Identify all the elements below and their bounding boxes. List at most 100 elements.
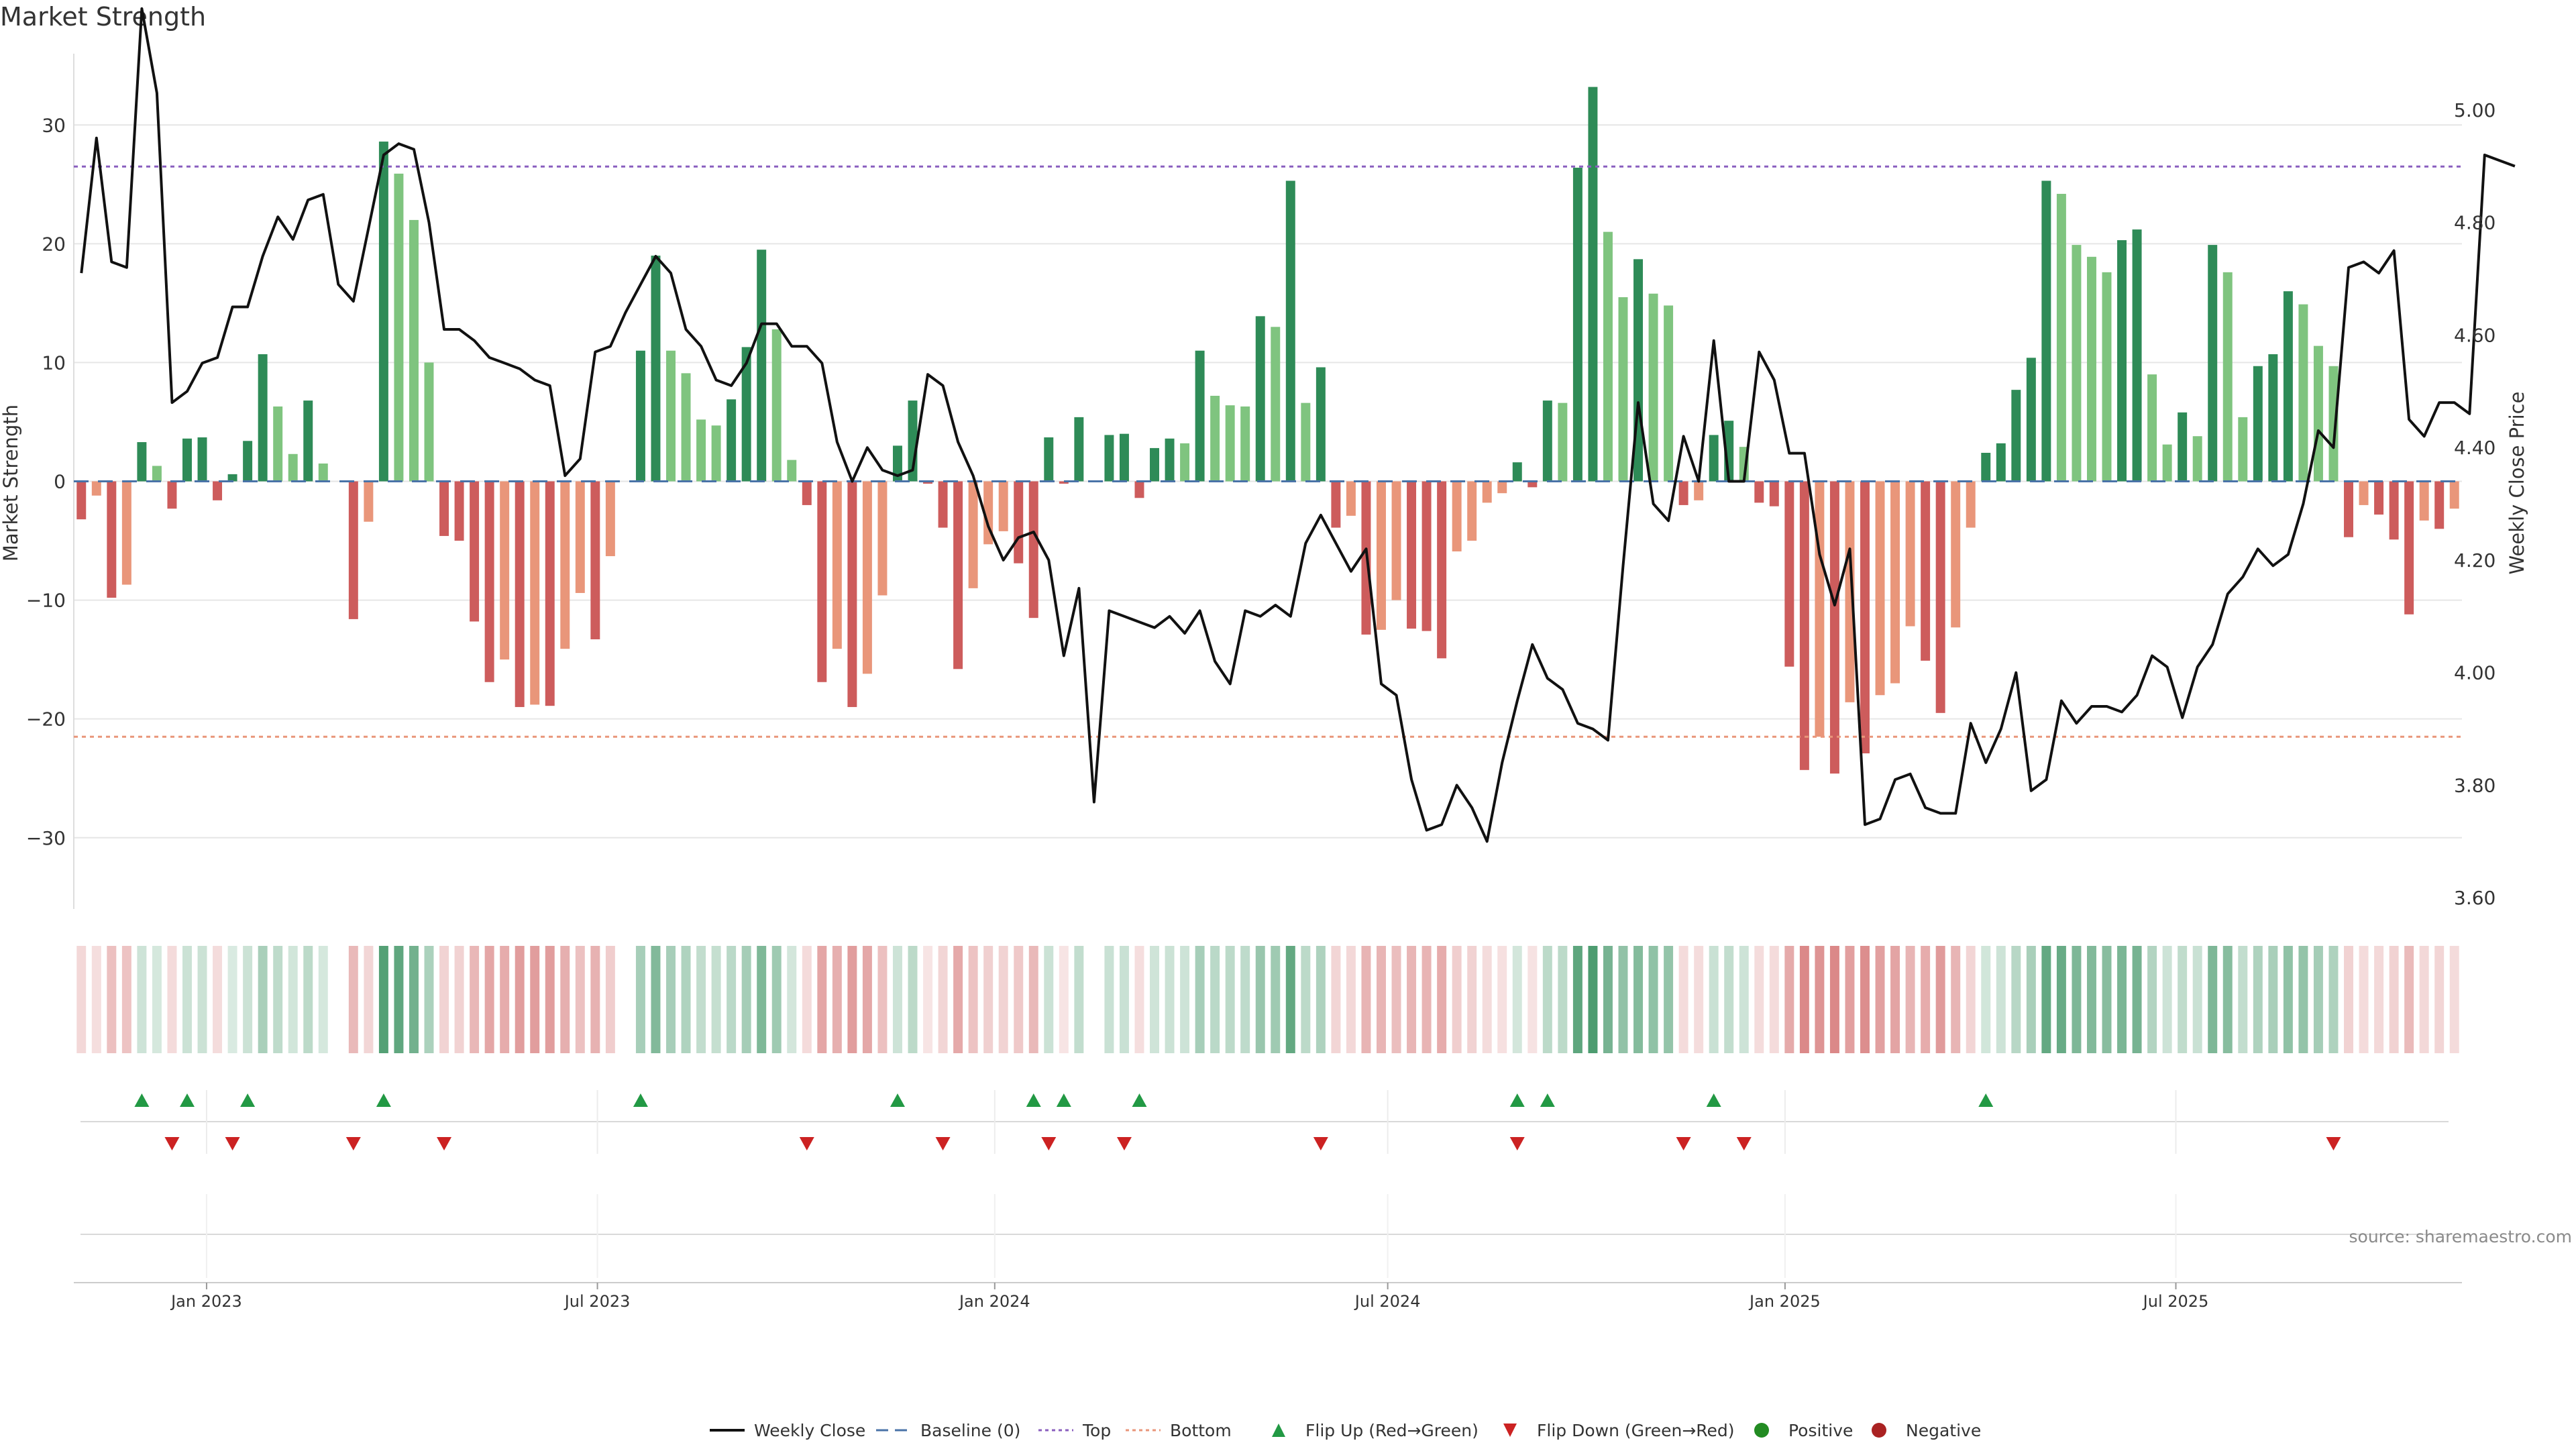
strength-bar (1134, 481, 1144, 498)
heat-cell (741, 946, 751, 1053)
legend: Weekly Close Baseline (0) Top Bottom Flip Up… (710, 1421, 1981, 1440)
heat-cell (1014, 946, 1024, 1053)
left-tick-label: −30 (26, 827, 66, 849)
heat-cell (560, 946, 570, 1053)
heat-cell (877, 946, 888, 1053)
flip-down-marker (935, 1137, 951, 1150)
right-tick-label: 4.60 (2454, 324, 2496, 346)
heat-cell (152, 946, 162, 1053)
strength-bar (1981, 453, 1991, 482)
strength-bar (560, 481, 570, 649)
strength-bar (1754, 481, 1764, 503)
heat-cell (1210, 946, 1220, 1053)
heat-cell (2359, 946, 2369, 1053)
heat-cell (2389, 946, 2399, 1053)
right-tick-label: 4.20 (2454, 549, 2496, 572)
strength-bar (439, 481, 449, 536)
heat-cell (1074, 946, 1084, 1053)
heat-cell (1180, 946, 1190, 1053)
heat-cell (182, 946, 192, 1053)
heat-cell (530, 946, 540, 1053)
strength-bar (1905, 481, 1915, 627)
heat-cell (2449, 946, 2459, 1053)
strength-bar (500, 481, 510, 660)
strength-bar (2026, 358, 2036, 482)
flip-down-marker (1736, 1137, 1752, 1150)
strength-bar (2344, 481, 2353, 537)
strength-bar (1482, 481, 1492, 503)
strength-bar (1512, 462, 1522, 482)
heat-cell (2026, 946, 2036, 1053)
strength-bar (2298, 304, 2308, 482)
heat-cell (1905, 946, 1915, 1053)
heat-cell (121, 946, 131, 1053)
strength-bar (1044, 437, 1054, 482)
heat-cell (2238, 946, 2248, 1053)
heat-cell (1377, 946, 1386, 1053)
strength-bar (1996, 443, 2006, 482)
strength-bar (258, 354, 268, 482)
legend-item: Top (1038, 1421, 1111, 1440)
heat-cell (2117, 946, 2127, 1053)
heat-cell (1664, 946, 1674, 1053)
x-tick-label: Jan 2023 (170, 1292, 242, 1311)
strength-bar (1255, 316, 1265, 482)
heat-cell (454, 946, 464, 1053)
left-tick-label: 0 (54, 471, 66, 493)
heat-cell (409, 946, 419, 1053)
legend-swatch-flip-up (1272, 1424, 1285, 1437)
flip-up-marker (1978, 1093, 1994, 1107)
flip-up-marker (376, 1093, 391, 1107)
heat-cell (227, 946, 237, 1053)
strength-bar (243, 441, 253, 482)
strength-bar (2359, 481, 2369, 505)
strength-bar (1921, 481, 1931, 661)
strength-bar (2419, 481, 2429, 521)
strength-bar (832, 481, 842, 649)
strength-bar (757, 250, 767, 482)
heat-cell (711, 946, 721, 1053)
chart-title: Market Strength (0, 2, 206, 32)
flip-up-marker (890, 1093, 905, 1107)
heat-cell (1739, 946, 1749, 1053)
heat-cell (2162, 946, 2172, 1053)
x-tick-label: Jul 2023 (564, 1292, 631, 1311)
strength-bar (2041, 180, 2051, 482)
strength-bar (1678, 481, 1688, 505)
heat-cell (1996, 946, 2006, 1053)
strength-bar (91, 481, 101, 496)
flip-markers (134, 1093, 2341, 1150)
legend-swatch-negative (1872, 1423, 1886, 1438)
heat-cell (1754, 946, 1764, 1053)
strength-bar (2328, 366, 2339, 482)
heat-cell (847, 946, 857, 1053)
heat-cell (1769, 946, 1779, 1053)
flip-up-marker (1509, 1093, 1525, 1107)
strength-bar (107, 481, 117, 598)
right-tick-label: 4.40 (2454, 437, 2496, 459)
legend-swatch-positive (1754, 1423, 1769, 1438)
strength-bar (137, 442, 147, 482)
strength-bar (2132, 229, 2142, 482)
heat-cell (545, 946, 555, 1053)
heat-cell (1799, 946, 1809, 1053)
strength-bar (892, 445, 902, 482)
heat-cell (2344, 946, 2353, 1053)
strength-bar (2178, 412, 2188, 482)
heat-cell (681, 946, 691, 1053)
strength-bar (1104, 435, 1114, 482)
flip-up-marker (1056, 1093, 1071, 1107)
strength-bar (2283, 291, 2293, 482)
strength-bar (424, 362, 434, 482)
heat-cell (2132, 946, 2142, 1053)
heat-cell (2434, 946, 2445, 1053)
strength-bar (1542, 400, 1552, 482)
strength-bar (197, 437, 207, 482)
heat-cell (1875, 946, 1885, 1053)
heat-cell (666, 946, 676, 1053)
strength-bar (998, 481, 1008, 531)
strength-bar (938, 481, 948, 528)
strength-bar (2192, 436, 2202, 482)
strength-bar (1966, 481, 1976, 528)
strength-bar (1180, 443, 1190, 482)
